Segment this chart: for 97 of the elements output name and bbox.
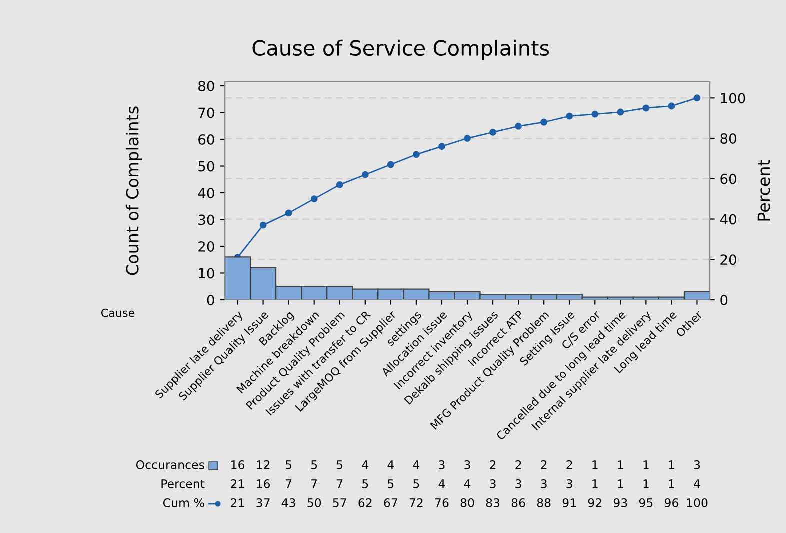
data-label: 62 [358, 498, 372, 508]
data-label: 4 [362, 460, 368, 470]
text: 7 [312, 480, 318, 488]
data-label: 2 [490, 460, 496, 470]
data-label: 3 [694, 460, 700, 470]
data-label: 5 [312, 460, 318, 470]
y-tick-label: 20 [198, 241, 214, 252]
data-label: 67 [384, 498, 398, 508]
text: 1 [592, 480, 598, 488]
point [617, 108, 624, 116]
point [694, 94, 701, 102]
y-tick-label: 30 [198, 214, 214, 226]
data-label: 72 [410, 498, 423, 508]
y-axis-title: Count of Complaints [126, 106, 142, 276]
point [642, 104, 650, 112]
text: 3 [541, 479, 547, 488]
text: 16 [257, 479, 270, 488]
text: 5 [414, 480, 420, 488]
x-axis-title: Cause [102, 308, 135, 318]
point [490, 128, 496, 136]
y-tick-label: 60 [198, 134, 214, 145]
point [566, 112, 574, 120]
data-label: 1 [669, 460, 674, 470]
data-label: 91 [562, 498, 576, 508]
legend-label: Cum % [163, 498, 204, 508]
data-label: 93 [614, 498, 628, 508]
data-label: 43 [282, 498, 296, 508]
data-label: 96 [664, 498, 678, 508]
point [310, 196, 318, 203]
data-label: 88 [537, 498, 551, 508]
data-label: 92 [588, 498, 602, 508]
data-label: 57 [333, 498, 346, 508]
text: 1 [618, 480, 624, 488]
y2-tick-label: 20 [720, 254, 736, 266]
point [336, 181, 344, 188]
data-label: 5 [337, 460, 343, 470]
data-label: 12 [257, 460, 270, 470]
point [387, 161, 394, 168]
data-label: 16 [232, 460, 245, 470]
text: 3 [566, 479, 572, 488]
text: 4 [438, 480, 446, 488]
text: Percent [162, 480, 205, 488]
data-label: 3 [464, 460, 470, 470]
text: 1 [669, 480, 674, 488]
y2-axis-title: Percent [758, 160, 770, 221]
point [438, 143, 446, 150]
text: 4 [694, 480, 700, 488]
data-label: 2 [566, 460, 572, 470]
data-label: 50 [308, 498, 322, 508]
data-label: 83 [486, 498, 500, 508]
text: 4 [464, 480, 471, 488]
data-label: 2 [541, 460, 547, 470]
text: 3 [490, 479, 496, 488]
data-label: 5 [286, 460, 292, 470]
y-tick-label: 50 [198, 161, 214, 172]
text: 5 [362, 480, 368, 488]
y-tick-label: 10 [199, 268, 214, 279]
point [668, 102, 676, 110]
data-label: 80 [460, 498, 474, 508]
y-tick-label: 70 [198, 108, 214, 118]
y2-tick-label: 60 [720, 174, 736, 184]
legend-label: Occurances [136, 460, 204, 470]
point [464, 135, 471, 142]
data-label: 2 [516, 460, 522, 470]
data-label: 37 [256, 498, 270, 508]
y2-tick-label: 0 [720, 294, 728, 306]
point [285, 210, 292, 217]
data-label: 76 [435, 498, 449, 508]
text: 7 [286, 480, 292, 488]
text: 3 [516, 479, 522, 488]
data-label: 86 [512, 498, 526, 508]
text: 21 [231, 479, 244, 488]
data-label: 1 [592, 460, 598, 470]
data-label: 21 [231, 498, 244, 508]
point [412, 151, 420, 158]
data-label: 95 [639, 498, 653, 508]
y-tick-label: 80 [198, 80, 214, 92]
y2-tick-label: 80 [720, 133, 736, 144]
data-label: 1 [644, 460, 649, 470]
y2-tick-label: 40 [720, 214, 736, 225]
data-label: 1 [618, 460, 624, 470]
text: 7 [337, 480, 343, 488]
point [540, 118, 548, 126]
y-tick-label: 40 [198, 188, 214, 198]
text: 1 [644, 480, 649, 488]
point [515, 122, 522, 130]
data-label: 3 [439, 460, 445, 470]
data-label: 100 [687, 498, 708, 508]
data-label: 4 [388, 460, 394, 470]
data-label: 4 [413, 460, 420, 470]
point [260, 222, 267, 229]
chart-title: Cause of Service Complaints [252, 40, 550, 60]
point [362, 171, 369, 178]
y-tick-label: 0 [207, 294, 214, 306]
text: 5 [388, 480, 394, 488]
point [592, 110, 599, 118]
y2-tick-label: 100 [721, 93, 746, 104]
